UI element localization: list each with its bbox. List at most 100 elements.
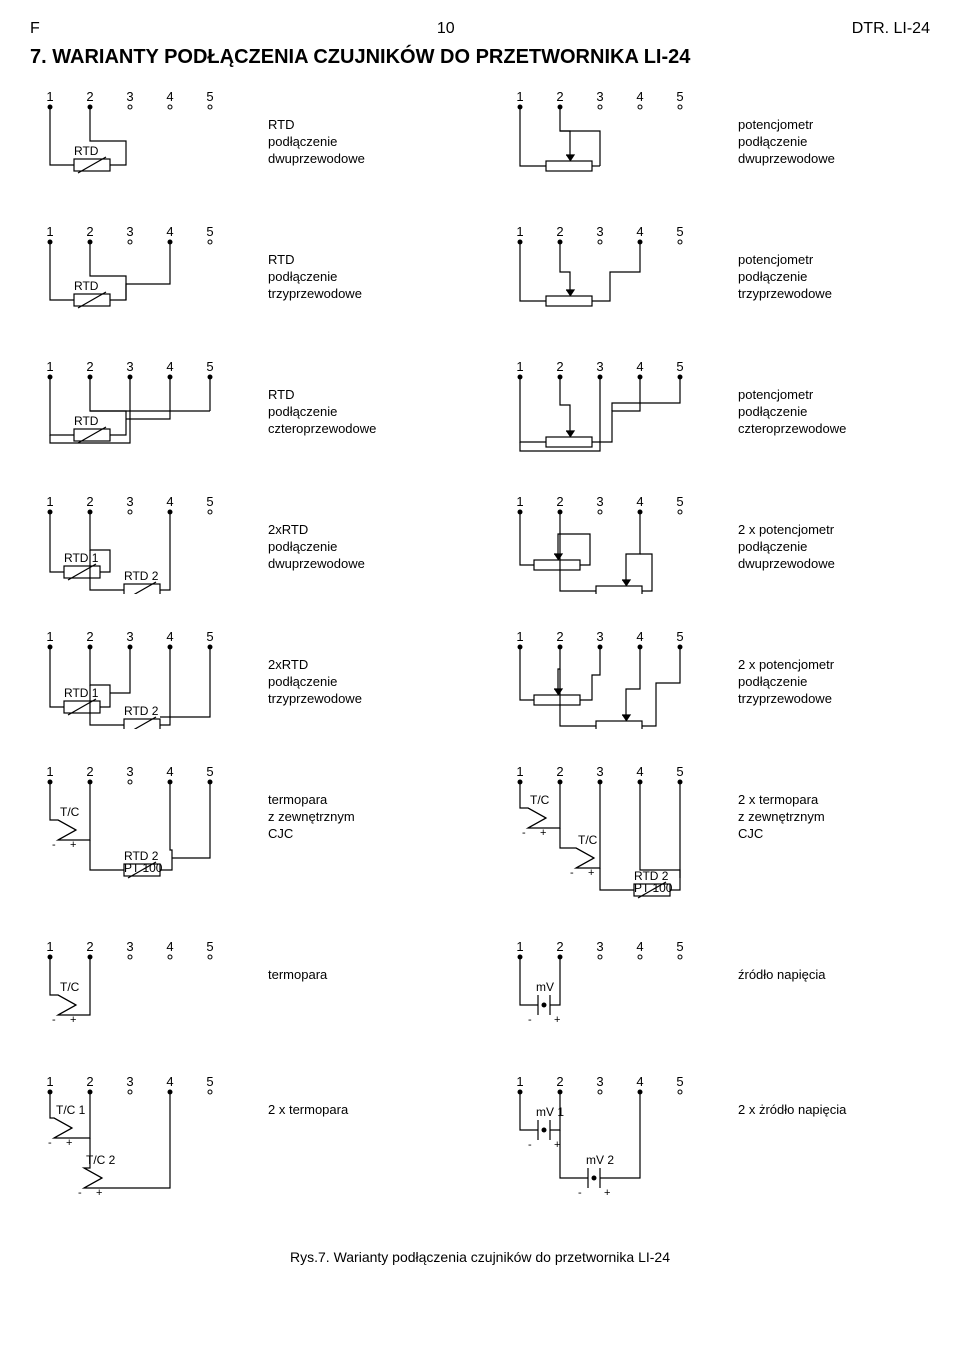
- svg-text:5: 5: [676, 1074, 683, 1089]
- svg-text:3: 3: [126, 359, 133, 374]
- svg-text:2: 2: [86, 89, 93, 104]
- svg-text:4: 4: [636, 629, 643, 644]
- svg-text:RTD 2PT 100: RTD 2PT 100: [634, 869, 673, 895]
- svg-text:1: 1: [46, 359, 53, 374]
- diagram-cell-left: 1 2 3 4 5 RTD RTDpodłączenieczteroprzewodowe: [30, 359, 460, 464]
- svg-text:1: 1: [46, 629, 53, 644]
- svg-text:5: 5: [206, 359, 213, 374]
- wiring-diagram: 12345T/C-+RTD 2PT 100: [30, 764, 260, 909]
- svg-text:RTD: RTD: [74, 414, 99, 428]
- svg-text:1: 1: [516, 89, 523, 104]
- diagram-cell-left: 12345RTD 1RTD 22xRTDpodłączeniedwuprzewo…: [30, 494, 460, 599]
- diagram-row: 12345T/C-+termopara12345mV-+źródło napię…: [30, 939, 930, 1044]
- svg-text:3: 3: [126, 224, 133, 239]
- svg-text:mV 2: mV 2: [586, 1153, 614, 1167]
- svg-text:4: 4: [166, 359, 173, 374]
- svg-text:-: -: [48, 1137, 52, 1149]
- svg-text:5: 5: [206, 629, 213, 644]
- diagram-cell-right: 12345T/C-+T/C-+RTD 2PT 1002 x termoparaz…: [500, 764, 930, 909]
- svg-text:2: 2: [556, 89, 563, 104]
- diagram-label: termopara: [268, 939, 327, 984]
- svg-text:-: -: [578, 1187, 582, 1199]
- svg-text:T/C: T/C: [60, 805, 80, 819]
- svg-text:+: +: [604, 1187, 610, 1199]
- svg-text:3: 3: [126, 1074, 133, 1089]
- wiring-diagram: 12345: [500, 224, 730, 329]
- svg-text:RTD 1: RTD 1: [64, 686, 99, 700]
- svg-text:5: 5: [676, 224, 683, 239]
- diagram-label: RTDpodłączenieczteroprzewodowe: [268, 359, 376, 438]
- svg-text:+: +: [70, 1014, 76, 1026]
- header-left: F: [30, 20, 40, 38]
- diagram-label: termoparaz zewnętrznymCJC: [268, 764, 355, 843]
- svg-text:5: 5: [676, 359, 683, 374]
- svg-text:2: 2: [556, 359, 563, 374]
- svg-text:2: 2: [86, 764, 93, 779]
- svg-text:+: +: [66, 1137, 72, 1149]
- svg-text:1: 1: [46, 224, 53, 239]
- diagram-row: 1 2 3 4 5 RTD RTDpodłączenieczteroprzewodowe1 2…: [30, 359, 930, 464]
- svg-text:4: 4: [166, 764, 173, 779]
- svg-text:5: 5: [206, 1074, 213, 1089]
- diagram-cell-left: 12345RTDRTDpodłączeniedwuprzewodowe: [30, 89, 460, 194]
- svg-text:T/C: T/C: [578, 833, 598, 847]
- page-header: F 10 DTR. LI-24: [30, 20, 930, 38]
- svg-text:1: 1: [46, 89, 53, 104]
- svg-text:4: 4: [166, 494, 173, 509]
- svg-text:RTD 1: RTD 1: [64, 551, 99, 565]
- svg-text:5: 5: [206, 494, 213, 509]
- svg-text:2: 2: [556, 764, 563, 779]
- wiring-diagram: 12345: [500, 89, 730, 194]
- wiring-diagram: 12345: [500, 629, 730, 734]
- svg-text:2: 2: [86, 1074, 93, 1089]
- svg-text:3: 3: [596, 764, 603, 779]
- svg-text:5: 5: [676, 939, 683, 954]
- svg-text:4: 4: [166, 939, 173, 954]
- svg-text:RTD 2: RTD 2: [124, 569, 159, 583]
- diagram-label: 2 x potencjometrpodłączenietrzyprzewodow…: [738, 629, 834, 708]
- diagram-label: źródło napięcia: [738, 939, 825, 984]
- svg-text:-: -: [52, 839, 56, 851]
- diagram-row: 12345T/C-+RTD 2PT 100termoparaz zewnętrz…: [30, 764, 930, 909]
- diagram-label: 2 x żródło napięcia: [738, 1074, 846, 1119]
- diagram-cell-left: 12345T/C-+termopara: [30, 939, 460, 1044]
- svg-text:T/C 2: T/C 2: [86, 1153, 116, 1167]
- svg-text:2: 2: [556, 494, 563, 509]
- svg-text:4: 4: [636, 359, 643, 374]
- header-right: DTR. LI-24: [852, 20, 930, 38]
- svg-text:5: 5: [676, 764, 683, 779]
- diagram-cell-right: 12345mV 1-+mV 2-+2 x żródło napięcia: [500, 1074, 930, 1219]
- svg-text:1: 1: [46, 764, 53, 779]
- diagram-label: potencjometrpodłączeniedwuprzewodowe: [738, 89, 835, 168]
- svg-text:3: 3: [596, 224, 603, 239]
- svg-text:2: 2: [86, 359, 93, 374]
- svg-text:T/C: T/C: [60, 980, 80, 994]
- svg-text:2: 2: [556, 1074, 563, 1089]
- wiring-diagram: 12345T/C-+: [30, 939, 260, 1044]
- svg-text:3: 3: [126, 939, 133, 954]
- svg-text:mV 1: mV 1: [536, 1105, 564, 1119]
- svg-text:2: 2: [86, 629, 93, 644]
- svg-text:4: 4: [636, 1074, 643, 1089]
- svg-text:4: 4: [166, 224, 173, 239]
- svg-text:1: 1: [46, 939, 53, 954]
- svg-text:4: 4: [636, 494, 643, 509]
- svg-text:5: 5: [676, 629, 683, 644]
- wiring-diagram: 12345T/C 1-+T/C 2-+: [30, 1074, 260, 1219]
- wiring-diagram: 12345: [500, 494, 730, 599]
- svg-text:3: 3: [596, 89, 603, 104]
- svg-text:5: 5: [206, 764, 213, 779]
- diagram-row: 12345RTDRTDpodłączeniedwuprzewodowe12345…: [30, 89, 930, 194]
- svg-text:1: 1: [516, 224, 523, 239]
- svg-text:2: 2: [556, 224, 563, 239]
- diagram-row: 12345RTDRTDpodłączenietrzyprzewodowe1234…: [30, 224, 930, 329]
- svg-text:-: -: [522, 827, 526, 839]
- svg-text:1: 1: [46, 1074, 53, 1089]
- diagram-cell-right: 12345mV-+źródło napięcia: [500, 939, 930, 1044]
- svg-text:4: 4: [636, 89, 643, 104]
- svg-text:+: +: [554, 1014, 560, 1026]
- svg-text:2: 2: [86, 939, 93, 954]
- diagram-cell-left: 12345T/C 1-+T/C 2-+2 x termopara: [30, 1074, 460, 1219]
- svg-text:-: -: [570, 867, 574, 879]
- svg-text:RTD 2PT 100: RTD 2PT 100: [124, 849, 163, 875]
